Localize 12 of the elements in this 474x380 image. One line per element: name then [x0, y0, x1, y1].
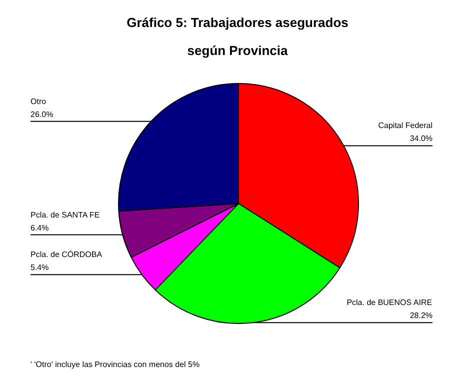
data-label: 34.0%	[410, 134, 433, 144]
slice-label: Pcla. de CÓRDOBA	[30, 250, 103, 260]
chart-title: Gráfico 5: Trabajadores asegurados según Provincia	[126, 15, 348, 58]
slice-label: Pcla. de SANTA FE	[30, 210, 100, 220]
data-label: 5.4%	[30, 263, 49, 272]
data-label: 28.2%	[410, 311, 433, 320]
text: ' 'Otro' incluye las Provincias con menos del 5%	[30, 360, 200, 369]
data-label: 6.4%	[30, 223, 49, 232]
data-label: 26.0%	[30, 110, 54, 119]
slice-label: Capital Federal	[378, 121, 433, 130]
slice-label: Otro	[30, 96, 47, 106]
slice-label: Pcla. de BUENOS AIRE	[346, 298, 432, 308]
